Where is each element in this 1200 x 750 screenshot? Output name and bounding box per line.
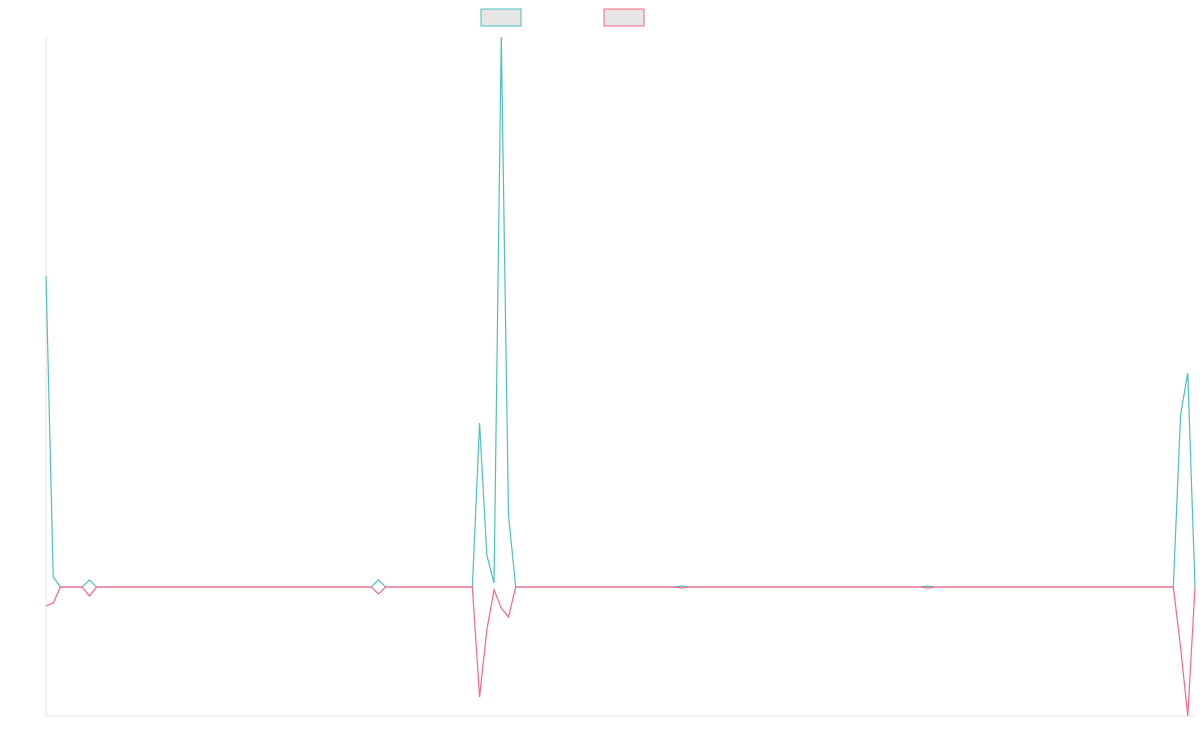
legend-swatch <box>480 8 522 27</box>
legend-swatch <box>603 8 645 27</box>
series-line <box>45 36 1196 588</box>
series-line <box>45 586 1196 717</box>
